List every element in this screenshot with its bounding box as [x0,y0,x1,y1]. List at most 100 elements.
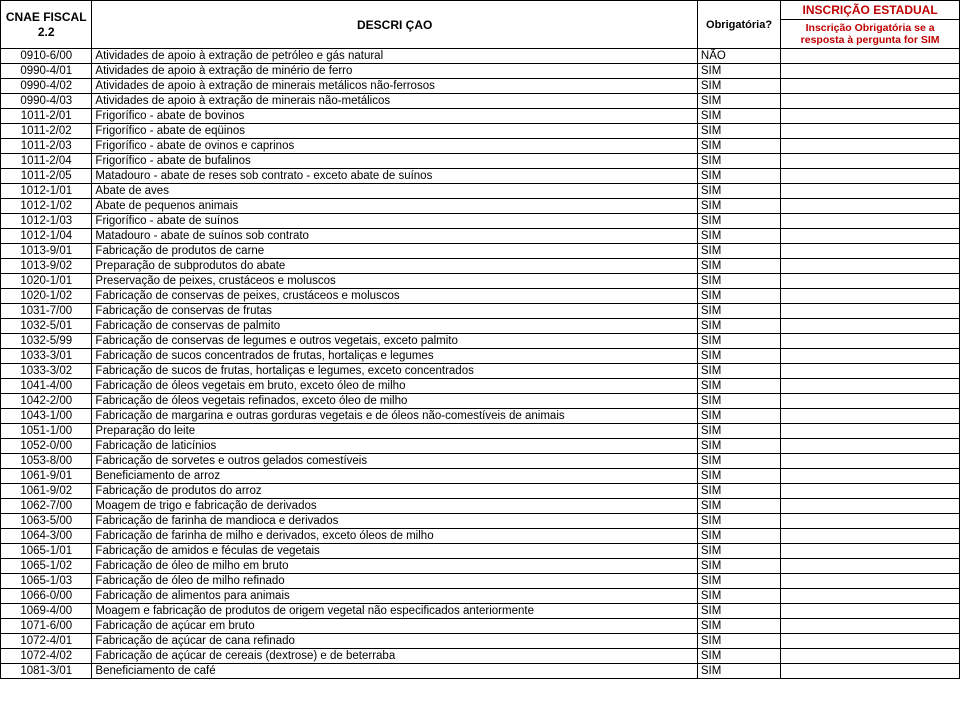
cell-code: 1081-3/01 [1,664,92,679]
cell-code: 1051-1/00 [1,424,92,439]
table-row: 1033-3/01Fabricação de sucos concentrado… [1,349,960,364]
cell-insc [781,559,960,574]
cell-code: 0990-4/01 [1,64,92,79]
table-row: 1013-9/01Fabricação de produtos de carne… [1,244,960,259]
table-row: 1072-4/02Fabricação de açúcar de cereais… [1,649,960,664]
cell-code: 1041-4/00 [1,379,92,394]
table-row: 1033-3/02Fabricação de sucos de frutas, … [1,364,960,379]
cell-code: 1069-4/00 [1,604,92,619]
table-row: 1020-1/01Preservação de peixes, crustáce… [1,274,960,289]
cell-insc [781,619,960,634]
cell-insc [781,484,960,499]
cell-insc [781,259,960,274]
table-row: 1069-4/00Moagem e fabricação de produtos… [1,604,960,619]
cell-insc [781,439,960,454]
cell-desc: Fabricação de conservas de peixes, crust… [92,289,697,304]
table-row: 1011-2/02Frigorífico - abate de eqüinosS… [1,124,960,139]
table-row: 1012-1/04Matadouro - abate de suínos sob… [1,229,960,244]
header-descricao: DESCRI ÇAO [92,1,697,49]
cell-insc [781,529,960,544]
cell-obrig: SIM [697,274,780,289]
cell-code: 1072-4/02 [1,649,92,664]
cell-obrig: SIM [697,559,780,574]
cell-obrig: SIM [697,229,780,244]
cell-desc: Fabricação de conservas de legumes e out… [92,334,697,349]
cell-obrig: SIM [697,124,780,139]
cell-desc: Fabricação de produtos do arroz [92,484,697,499]
cell-code: 1064-3/00 [1,529,92,544]
cell-desc: Moagem de trigo e fabricação de derivado… [92,499,697,514]
header-inscricao-sub: Inscrição Obrigatória se a resposta à pe… [781,20,960,49]
cell-desc: Frigorífico - abate de ovinos e caprinos [92,139,697,154]
cell-desc: Fabricação de óleos vegetais em bruto, e… [92,379,697,394]
cell-desc: Atividades de apoio à extração de minera… [92,94,697,109]
table-row: 1052-0/00Fabricação de laticíniosSIM [1,439,960,454]
cell-insc [781,304,960,319]
cell-obrig: SIM [697,379,780,394]
cell-obrig: SIM [697,604,780,619]
table-row: 1065-1/01Fabricação de amidos e féculas … [1,544,960,559]
cell-desc: Fabricação de óleos vegetais refinados, … [92,394,697,409]
cell-desc: Fabricação de margarina e outras gordura… [92,409,697,424]
cell-desc: Fabricação de alimentos para animais [92,589,697,604]
table-row: 1031-7/00Fabricação de conservas de frut… [1,304,960,319]
cell-obrig: SIM [697,469,780,484]
cell-insc [781,514,960,529]
table-row: 1042-2/00Fabricação de óleos vegetais re… [1,394,960,409]
cell-obrig: SIM [697,154,780,169]
cell-obrig: SIM [697,169,780,184]
cell-code: 1033-3/01 [1,349,92,364]
cell-insc [781,214,960,229]
table-row: 1065-1/02Fabricação de óleo de milho em … [1,559,960,574]
header-obrigatoria: Obrigatória? [697,1,780,49]
cell-obrig: SIM [697,109,780,124]
table-row: 0990-4/01Atividades de apoio à extração … [1,64,960,79]
cell-desc: Frigorífico - abate de bufalinos [92,154,697,169]
cell-obrig: NÃO [697,49,780,64]
table-row: 1064-3/00Fabricação de farinha de milho … [1,529,960,544]
cell-obrig: SIM [697,619,780,634]
table-row: 1011-2/04Frigorífico - abate de bufalino… [1,154,960,169]
cell-code: 1013-9/02 [1,259,92,274]
cell-insc [781,649,960,664]
cell-insc [781,469,960,484]
cell-code: 1072-4/01 [1,634,92,649]
cell-insc [781,49,960,64]
cell-insc [781,64,960,79]
cell-insc [781,139,960,154]
cell-desc: Fabricação de sucos concentrados de frut… [92,349,697,364]
cell-code: 1011-2/04 [1,154,92,169]
cell-desc: Fabricação de sucos de frutas, hortaliça… [92,364,697,379]
cell-obrig: SIM [697,184,780,199]
table-body: 0910-6/00Atividades de apoio à extração … [1,49,960,679]
cell-obrig: SIM [697,289,780,304]
cell-code: 1042-2/00 [1,394,92,409]
cell-desc: Fabricação de açúcar de cana refinado [92,634,697,649]
table-row: 0990-4/03Atividades de apoio à extração … [1,94,960,109]
table-row: 1032-5/99Fabricação de conservas de legu… [1,334,960,349]
cell-desc: Beneficiamento de arroz [92,469,697,484]
table-row: 1051-1/00Preparação do leiteSIM [1,424,960,439]
cell-desc: Fabricação de laticínios [92,439,697,454]
cell-desc: Fabricação de farinha de milho e derivad… [92,529,697,544]
table-row: 1020-1/02Fabricação de conservas de peix… [1,289,960,304]
cell-obrig: SIM [697,319,780,334]
cell-code: 1065-1/03 [1,574,92,589]
cell-obrig: SIM [697,334,780,349]
cell-code: 1043-1/00 [1,409,92,424]
cell-insc [781,154,960,169]
cell-insc [781,349,960,364]
cell-insc [781,124,960,139]
cell-code: 1011-2/02 [1,124,92,139]
cell-insc [781,274,960,289]
cell-code: 1012-1/02 [1,199,92,214]
cell-insc [781,544,960,559]
cell-obrig: SIM [697,364,780,379]
cell-obrig: SIM [697,79,780,94]
cell-insc [781,454,960,469]
cell-insc [781,184,960,199]
cell-desc: Moagem e fabricação de produtos de orige… [92,604,697,619]
table-row: 1043-1/00Fabricação de margarina e outra… [1,409,960,424]
cell-desc: Preparação do leite [92,424,697,439]
cell-desc: Fabricação de açúcar de cereais (dextros… [92,649,697,664]
